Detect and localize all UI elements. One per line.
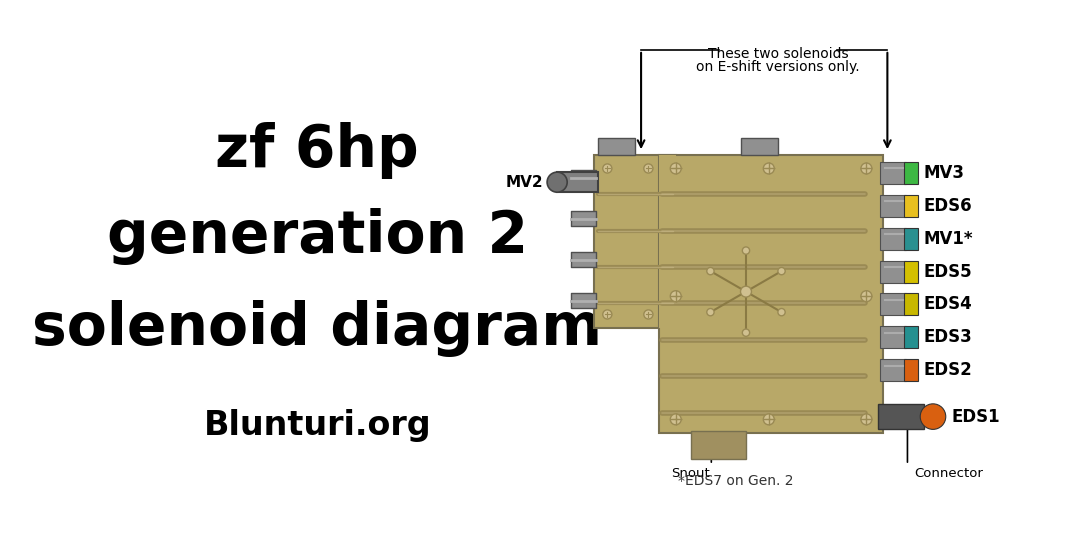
Bar [659, 155, 676, 328]
Bar [904, 326, 918, 348]
Circle shape [707, 268, 714, 275]
Text: on E-shift versions only.: on E-shift versions only. [696, 60, 860, 74]
Text: zf 6hp: zf 6hp [216, 122, 419, 179]
Bar [880, 228, 906, 250]
Circle shape [861, 414, 871, 425]
Circle shape [671, 290, 681, 302]
Text: These two solenoids: These two solenoids [708, 47, 848, 61]
Text: EDS6: EDS6 [924, 197, 973, 215]
Circle shape [547, 172, 567, 192]
Bar [880, 162, 906, 184]
Circle shape [644, 164, 653, 173]
Bar [570, 294, 596, 308]
Circle shape [778, 268, 785, 275]
Circle shape [602, 164, 612, 173]
Text: EDS5: EDS5 [924, 263, 973, 280]
Text: EDS1: EDS1 [952, 407, 1000, 426]
Bar [570, 253, 596, 267]
Bar [904, 294, 918, 316]
Bar [904, 359, 918, 381]
Text: Blunturi.org: Blunturi.org [203, 409, 431, 442]
Text: EDS2: EDS2 [924, 361, 973, 379]
Text: MV3: MV3 [924, 164, 964, 182]
Circle shape [671, 163, 681, 174]
Bar [880, 261, 906, 282]
Bar [594, 155, 676, 328]
Circle shape [921, 404, 946, 429]
Text: EDS4: EDS4 [924, 295, 973, 313]
Bar [904, 162, 918, 184]
Circle shape [707, 309, 714, 316]
Bar [880, 326, 906, 348]
Bar [691, 431, 745, 459]
Text: generation 2: generation 2 [107, 208, 528, 265]
Circle shape [764, 414, 774, 425]
Bar [904, 195, 918, 217]
Circle shape [742, 329, 750, 336]
Bar [878, 404, 924, 429]
Bar [570, 170, 596, 185]
Text: MV1*: MV1* [924, 230, 973, 248]
Circle shape [778, 309, 785, 316]
Text: Snout: Snout [671, 467, 709, 480]
Text: EDS3: EDS3 [924, 328, 973, 346]
Bar [880, 294, 906, 316]
Bar [904, 261, 918, 282]
Circle shape [671, 414, 681, 425]
Bar [598, 138, 634, 155]
Bar [741, 138, 778, 155]
Circle shape [602, 310, 612, 319]
Circle shape [861, 163, 871, 174]
Bar [880, 359, 906, 381]
Circle shape [764, 163, 774, 174]
Bar [557, 172, 598, 192]
Text: solenoid diagram: solenoid diagram [32, 300, 602, 357]
Text: Connector: Connector [915, 467, 984, 480]
Text: *EDS7 on Gen. 2: *EDS7 on Gen. 2 [677, 474, 794, 488]
Bar [570, 211, 596, 226]
Text: MV2: MV2 [506, 175, 544, 190]
Circle shape [742, 247, 750, 254]
Bar [880, 195, 906, 217]
Circle shape [644, 310, 653, 319]
Circle shape [740, 286, 752, 297]
Bar [659, 155, 883, 433]
Circle shape [861, 290, 871, 302]
Bar [904, 228, 918, 250]
